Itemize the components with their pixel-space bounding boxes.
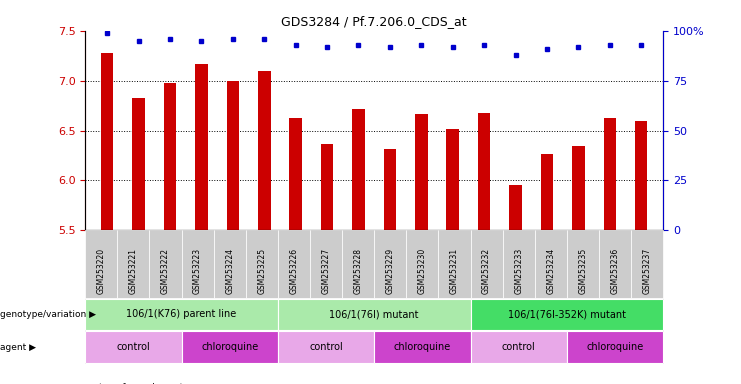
Text: chloroquine: chloroquine <box>393 342 451 352</box>
Text: genotype/variation ▶: genotype/variation ▶ <box>0 310 96 319</box>
Bar <box>258 71 270 230</box>
Text: GSM253230: GSM253230 <box>418 248 427 294</box>
Text: chloroquine: chloroquine <box>201 342 259 352</box>
Bar <box>195 64 207 230</box>
Text: GSM253228: GSM253228 <box>353 248 362 294</box>
Bar <box>164 83 176 230</box>
Text: GSM253233: GSM253233 <box>514 248 523 294</box>
Text: GSM253237: GSM253237 <box>642 248 651 294</box>
Text: GSM253221: GSM253221 <box>129 248 138 294</box>
Text: GSM253225: GSM253225 <box>257 248 266 294</box>
Text: GSM253234: GSM253234 <box>546 248 555 294</box>
Text: GSM253227: GSM253227 <box>322 248 330 294</box>
Text: GSM253226: GSM253226 <box>290 248 299 294</box>
Text: 106/1(K76) parent line: 106/1(K76) parent line <box>127 310 236 319</box>
Text: GSM253229: GSM253229 <box>386 248 395 294</box>
Bar <box>227 81 239 230</box>
Bar <box>321 144 333 230</box>
Text: GSM253235: GSM253235 <box>579 248 588 294</box>
Text: GSM253236: GSM253236 <box>611 248 619 294</box>
Text: 106/1(76I) mutant: 106/1(76I) mutant <box>330 310 419 319</box>
Bar <box>509 185 522 230</box>
Bar <box>133 98 145 230</box>
Text: control: control <box>116 342 150 352</box>
Bar <box>352 109 365 230</box>
Text: transformed count: transformed count <box>99 383 183 384</box>
Text: GSM253220: GSM253220 <box>97 248 106 294</box>
Bar <box>603 118 616 230</box>
Text: GSM253223: GSM253223 <box>193 248 202 294</box>
Title: GDS3284 / Pf.7.206.0_CDS_at: GDS3284 / Pf.7.206.0_CDS_at <box>282 15 467 28</box>
Text: control: control <box>309 342 343 352</box>
Bar <box>415 114 428 230</box>
Bar <box>101 53 113 230</box>
Text: GSM253224: GSM253224 <box>225 248 234 294</box>
Bar <box>572 146 585 230</box>
Bar <box>447 129 459 230</box>
Bar <box>290 118 302 230</box>
Text: GSM253232: GSM253232 <box>482 248 491 294</box>
Text: agent ▶: agent ▶ <box>0 343 36 352</box>
Bar <box>541 154 554 230</box>
Text: 106/1(76I-352K) mutant: 106/1(76I-352K) mutant <box>508 310 626 319</box>
Text: GSM253222: GSM253222 <box>161 248 170 294</box>
Bar <box>384 149 396 230</box>
Text: ■: ■ <box>85 383 93 384</box>
Bar <box>635 121 648 230</box>
Text: control: control <box>502 342 536 352</box>
Text: GSM253231: GSM253231 <box>450 248 459 294</box>
Bar <box>478 113 491 230</box>
Text: chloroquine: chloroquine <box>586 342 644 352</box>
